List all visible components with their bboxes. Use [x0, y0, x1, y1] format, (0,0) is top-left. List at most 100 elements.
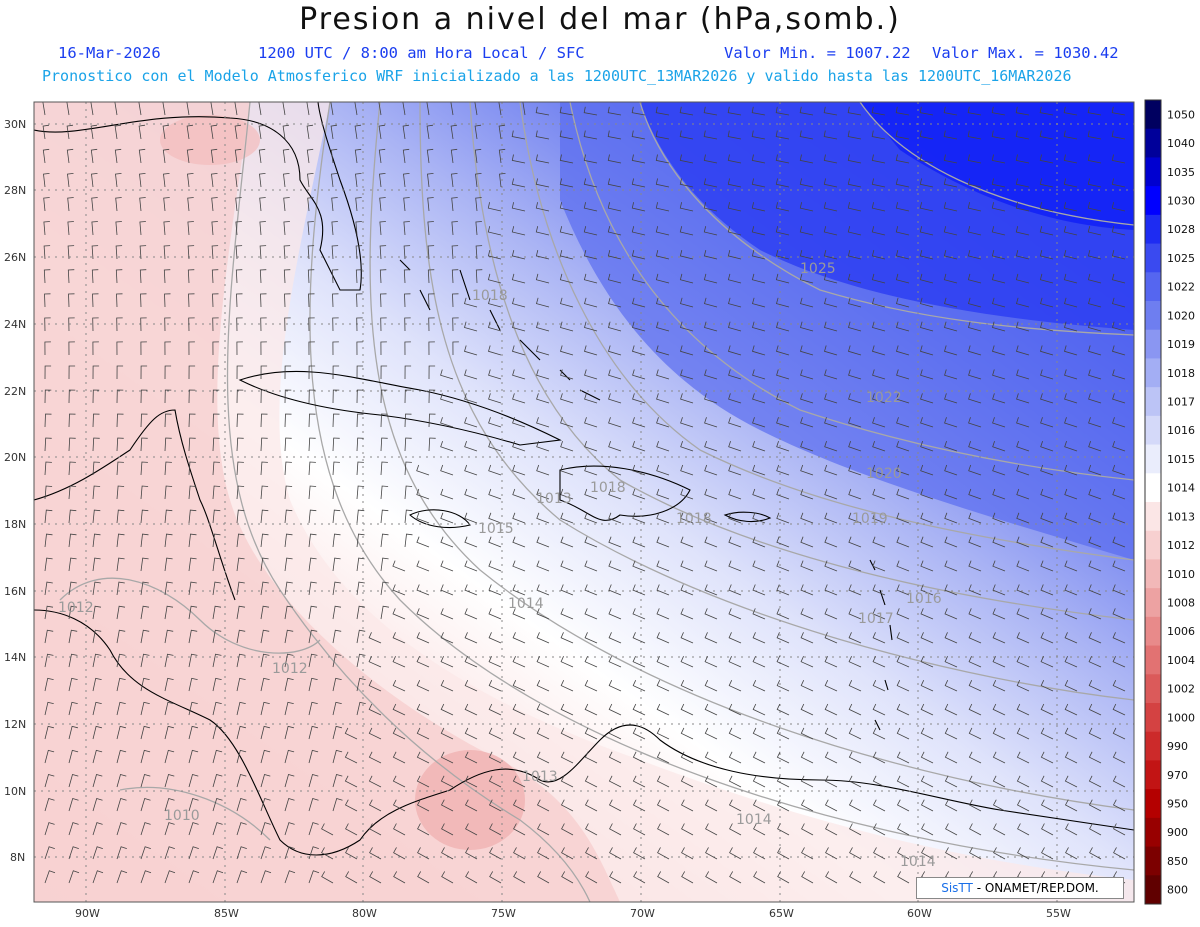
wind-barb — [512, 464, 526, 476]
wind-barb — [800, 680, 814, 692]
lat-label: 14N — [4, 651, 26, 664]
wind-barb — [583, 130, 598, 140]
wind-barb — [330, 124, 338, 140]
wind-barb — [776, 703, 790, 716]
wind-barb — [679, 154, 694, 164]
wind-barb — [164, 557, 173, 572]
lon-label: 60W — [907, 907, 932, 920]
wind-barb — [464, 799, 478, 812]
isobar-label: 1018 — [676, 511, 712, 527]
wind-barb — [608, 393, 622, 404]
wind-barb — [800, 393, 814, 404]
wind-barb — [848, 512, 862, 524]
colorbar-swatch — [1145, 301, 1161, 331]
wind-barb — [344, 775, 358, 788]
colorbar-label: 1000 — [1167, 711, 1195, 724]
wind-barb — [871, 226, 886, 236]
wind-barb — [260, 701, 270, 716]
wind-barb — [824, 727, 838, 740]
wind-barb — [1064, 703, 1078, 716]
wind-barb — [752, 440, 766, 452]
wind-barb — [824, 488, 838, 500]
wind-barb — [607, 226, 622, 236]
wind-barb — [536, 632, 550, 644]
wind-barbs — [42, 102, 1126, 884]
wind-barb — [776, 608, 790, 620]
wind-barb — [465, 847, 478, 860]
wind-barb — [164, 774, 175, 788]
wind-barb — [1064, 536, 1078, 548]
lat-label: 26N — [4, 251, 26, 264]
wind-barb — [968, 560, 982, 572]
wind-barb — [284, 437, 292, 452]
coastlines — [34, 102, 1134, 856]
wind-barb — [284, 749, 295, 764]
wind-barb — [1016, 632, 1030, 644]
wind-barb — [236, 846, 247, 860]
wind-barb — [847, 250, 862, 260]
wind-barb — [992, 775, 1006, 788]
wind-barb — [1016, 512, 1030, 524]
wind-barb — [44, 653, 54, 668]
lat-label: 10N — [4, 785, 26, 798]
wind-barb — [139, 173, 146, 188]
wind-barb — [560, 608, 574, 620]
wind-barb — [512, 560, 526, 572]
wind-barb — [896, 775, 910, 788]
wind-barb — [1064, 369, 1078, 380]
wind-barb — [704, 536, 718, 548]
wind-barb — [920, 608, 934, 620]
wind-barb — [751, 202, 766, 212]
wind-barb — [441, 871, 454, 884]
wind-barb — [488, 536, 502, 548]
wind-barb — [632, 703, 646, 716]
wind-barb — [943, 250, 958, 260]
wind-barb — [800, 608, 814, 620]
wind-barb — [656, 321, 670, 332]
colorbar-label: 990 — [1167, 740, 1188, 753]
wind-barb — [67, 269, 75, 284]
wind-barb — [992, 584, 1006, 596]
lon-label: 55W — [1046, 907, 1071, 920]
wind-barb — [44, 461, 52, 476]
wind-barb — [1017, 847, 1030, 860]
colorbar-label: 1013 — [1167, 510, 1195, 523]
wind-barb — [212, 293, 219, 308]
wind-barb — [680, 656, 694, 668]
wind-barb — [236, 605, 246, 620]
wind-barb — [751, 106, 766, 116]
wind-barb — [799, 273, 814, 284]
wind-barb — [380, 341, 387, 356]
wind-barb — [560, 775, 574, 788]
wind-barb — [872, 584, 886, 596]
wind-barb — [656, 440, 670, 452]
wind-barb — [583, 250, 598, 260]
wind-barb — [512, 656, 526, 668]
wind-barb — [378, 148, 386, 164]
wind-barb — [212, 341, 219, 356]
wind-barb — [583, 202, 598, 212]
wind-barb — [116, 341, 123, 356]
isobar-label: 1025 — [800, 261, 836, 277]
wind-barb — [968, 751, 982, 764]
wind-barb — [488, 321, 502, 332]
wind-barb — [114, 148, 122, 164]
wind-barb — [404, 533, 413, 548]
wind-barb — [559, 202, 574, 212]
wind-barb — [92, 509, 101, 524]
max-value: Valor Max. = 1030.42 — [932, 44, 1119, 62]
wind-barb — [260, 846, 271, 860]
wind-barb — [704, 417, 718, 428]
wind-barb — [632, 345, 646, 356]
wind-barb — [284, 629, 294, 644]
wind-barb — [583, 273, 598, 284]
wind-barb — [451, 197, 458, 212]
colorbar: 1050104010351030102810251022102010191018… — [1144, 99, 1195, 905]
wind-barb — [704, 775, 718, 788]
wind-barb — [236, 485, 245, 500]
wind-barb — [356, 653, 366, 668]
wind-barb — [512, 345, 526, 356]
wind-barb — [703, 106, 718, 116]
wind-barb — [283, 197, 290, 212]
wind-barb — [140, 365, 148, 380]
